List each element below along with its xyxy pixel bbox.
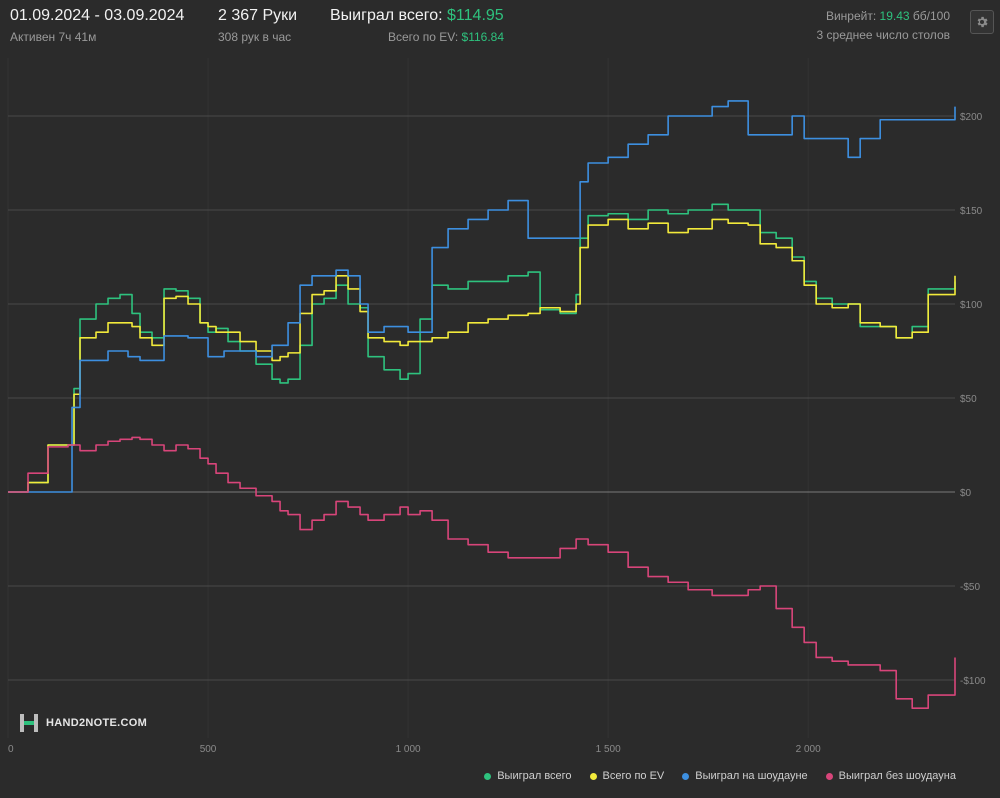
series-line-2 [8, 100, 956, 493]
x-tick-label: 2 000 [796, 744, 821, 755]
y-tick-label: $50 [960, 394, 977, 405]
y-tick-label: -$100 [960, 676, 986, 687]
legend-label-ev: Всего по EV [602, 770, 665, 782]
winrate: Винрейт: 19.43 бб/100 [826, 9, 950, 23]
legend-item-won-total[interactable]: Выиграл всего [484, 770, 572, 782]
hands-per-hour: 308 рук в час [218, 30, 292, 44]
hand2note-logo: HAND2NOTE.COM [18, 712, 147, 734]
series-line-1 [8, 218, 956, 493]
legend-dot-non-showdown [825, 772, 833, 780]
legend-item-ev[interactable]: Всего по EV [589, 770, 665, 782]
x-tick-label: 500 [200, 744, 217, 755]
y-tick-label: $200 [960, 112, 983, 123]
active-time: Активен 7ч 41м [10, 30, 97, 44]
winrate-value: 19.43 [879, 9, 910, 23]
y-axis-ticks: $200 $150 $100 $50 $0 -$50 -$100 [960, 112, 986, 687]
avg-tables: 3 среднее число столов [816, 28, 950, 42]
legend-item-non-showdown[interactable]: Выиграл без шоудауна [825, 770, 956, 782]
legend-dot-showdown [682, 772, 690, 780]
series-line-3 [8, 436, 956, 709]
legend-label-won-total: Выиграл всего [497, 770, 572, 782]
winrate-unit: бб/100 [912, 9, 950, 23]
y-tick-label: $0 [960, 488, 972, 499]
ev-total: Всего по EV: $116.84 [388, 30, 504, 44]
series-line-0 [8, 203, 956, 493]
settings-button[interactable] [970, 10, 994, 34]
hands-count: 2 367 Руки [218, 7, 298, 24]
logo-icon [20, 714, 38, 732]
won-total: Выиграл всего: $114.95 [330, 7, 504, 25]
ev-total-value: $116.84 [461, 30, 505, 44]
logo-text: HAND2NOTE.COM [46, 717, 148, 729]
series-lines [8, 100, 956, 709]
grid [7, 58, 955, 738]
chart-legend: Выиграл всего Всего по EV Выиграл на шоу… [484, 770, 956, 782]
y-tick-label: $100 [960, 300, 983, 311]
x-tick-label: 0 [8, 744, 14, 755]
ev-total-label: Всего по EV: [388, 30, 459, 44]
legend-dot-ev [589, 772, 597, 780]
legend-item-showdown[interactable]: Выиграл на шоудауне [682, 770, 808, 782]
gear-icon [977, 16, 988, 28]
stats-header: 01.09.2024 - 03.09.2024 Активен 7ч 41м 2… [0, 0, 1000, 50]
legend-label-showdown: Выиграл на шоудауне [695, 770, 808, 782]
y-tick-label: $150 [960, 206, 983, 217]
legend-label-non-showdown: Выиграл без шоудауна [838, 770, 956, 782]
x-tick-label: 1 500 [596, 744, 621, 755]
legend-dot-won-total [484, 772, 492, 780]
profit-chart: $200 $150 $100 $50 $0 -$50 -$100 0 500 1 000 1 50… [7, 58, 986, 755]
x-axis-ticks: 0 500 1 000 1 500 2 000 [8, 744, 821, 755]
won-total-label: Выиграл всего: [330, 7, 443, 24]
won-total-value: $114.95 [447, 7, 504, 24]
winrate-label: Винрейт: [825, 9, 877, 23]
date-range: 01.09.2024 - 03.09.2024 [10, 7, 185, 24]
x-tick-label: 1 000 [396, 744, 421, 755]
y-tick-label: -$50 [960, 582, 980, 593]
